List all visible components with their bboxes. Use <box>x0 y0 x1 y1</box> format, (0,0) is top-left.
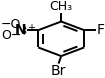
Text: −O: −O <box>1 18 21 31</box>
Text: Br: Br <box>51 64 66 78</box>
Text: N: N <box>15 23 27 37</box>
Text: +: + <box>27 23 35 33</box>
Text: CH₃: CH₃ <box>50 0 73 13</box>
Text: F: F <box>97 23 105 37</box>
Text: O−: O− <box>1 29 21 42</box>
